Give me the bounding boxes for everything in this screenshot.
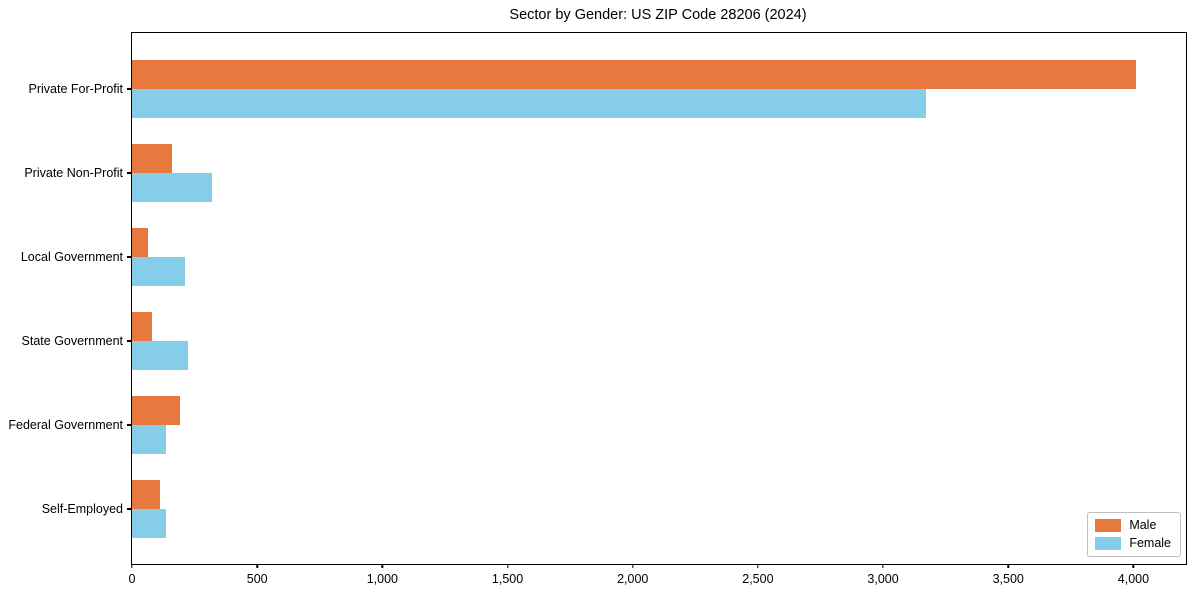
y-tick-mark (127, 256, 131, 258)
legend-label: Female (1129, 536, 1171, 551)
x-tick-mark (1132, 564, 1135, 568)
x-tick-mark (1007, 564, 1009, 568)
bar-male-2 (132, 144, 173, 173)
x-tick-label: 500 (246, 572, 268, 586)
x-tick-mark (632, 564, 634, 568)
y-tick-label: Local Government (20, 250, 123, 264)
x-tick-mark (131, 564, 133, 568)
x-tick-label: 0 (128, 572, 136, 586)
legend-swatch-male (1095, 519, 1122, 532)
x-tick-label: 2,000 (617, 572, 649, 586)
bar-female-5 (132, 425, 166, 454)
chart-title: Sector by Gender: US ZIP Code 28206 (202… (509, 7, 807, 23)
bar-male-3 (132, 228, 149, 257)
x-tick-mark (506, 564, 509, 568)
bar-female-3 (132, 257, 185, 286)
bar-female-2 (132, 173, 213, 202)
y-tick-label: Self-Employed (41, 502, 123, 516)
y-tick-mark (127, 424, 131, 426)
bar-female-4 (132, 341, 189, 370)
legend-label: Male (1129, 518, 1157, 533)
bar-male-6 (132, 480, 160, 509)
bar-female-6 (132, 509, 166, 538)
legend-swatch-female (1095, 537, 1122, 550)
y-tick-mark (127, 508, 131, 510)
plot-area: Private For-Profit Private Non-Profit Loca… (8, 32, 1187, 586)
legend: Male Female (1087, 512, 1181, 557)
x-tick-label: 3,000 (867, 572, 899, 586)
bar-male-1 (132, 60, 1136, 89)
x-tick-mark (381, 564, 384, 568)
legend-item-male: Male (1095, 519, 1171, 532)
y-tick-mark (127, 340, 131, 342)
y-tick-label: Private For-Profit (28, 82, 123, 96)
legend-item-female: Female (1095, 537, 1171, 550)
bar-female-1 (132, 89, 926, 118)
bar-male-4 (132, 312, 152, 341)
x-tick-mark (757, 564, 759, 568)
y-tick-label: Federal Government (8, 418, 123, 432)
y-tick-label: State Government (21, 334, 123, 348)
x-tick-mark (256, 564, 258, 568)
x-tick-mark (882, 564, 884, 568)
x-tick-label: 2,500 (742, 572, 774, 586)
y-tick-label: Private Non-Profit (24, 166, 123, 180)
y-tick-mark (127, 88, 131, 90)
x-tick-label: 3,500 (992, 572, 1024, 586)
y-tick-mark (127, 172, 131, 174)
x-tick-label: 1,500 (491, 572, 524, 586)
bar-male-5 (132, 396, 180, 425)
x-tick-label: 1,000 (366, 572, 398, 586)
x-tick-label: 4,000 (1117, 572, 1150, 586)
